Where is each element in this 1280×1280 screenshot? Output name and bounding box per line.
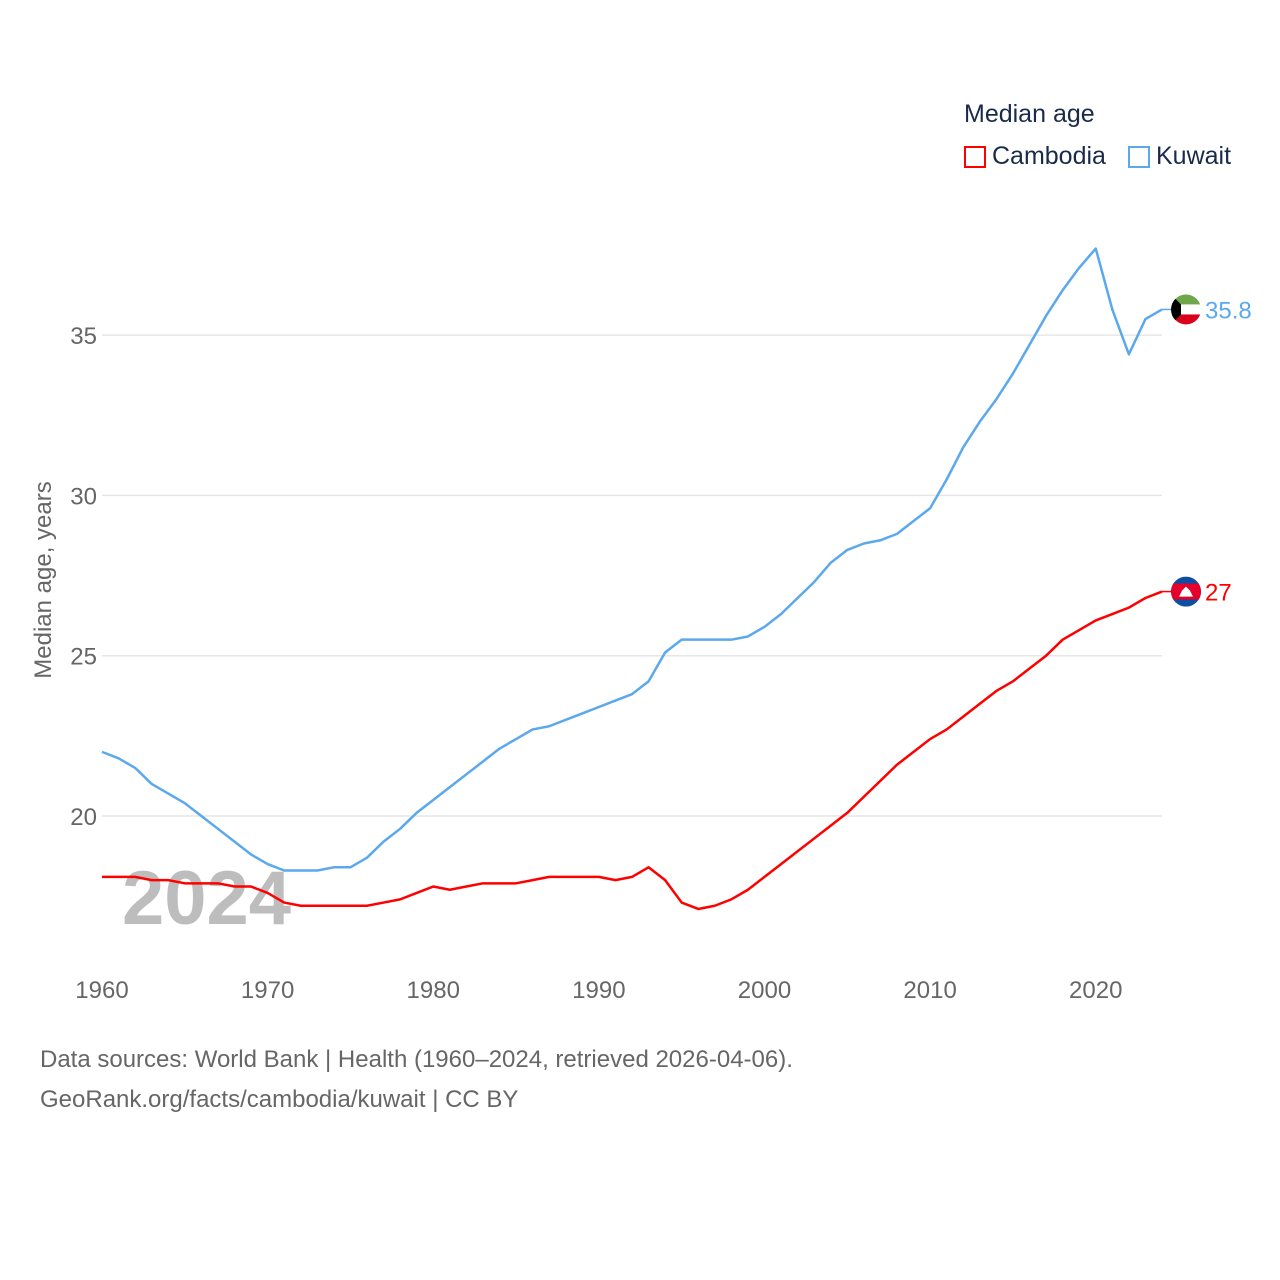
- legend-label-cambodia: Cambodia: [992, 142, 1106, 170]
- flag-icon-cambodia: [1171, 576, 1201, 607]
- x-tick-label: 2010: [903, 977, 956, 1004]
- legend-item-kuwait[interactable]: Kuwait: [1128, 142, 1231, 171]
- footer-link[interactable]: GeoRank.org/facts/cambodia/kuwait | CC B…: [40, 1086, 519, 1113]
- legend-swatch-cambodia: [964, 145, 986, 168]
- series-line-kuwait: [101, 247, 1163, 872]
- legend-label-kuwait: Kuwait: [1156, 142, 1232, 170]
- x-tick-label: 2020: [1069, 977, 1122, 1004]
- series-line-cambodia: [102, 590, 1163, 911]
- footer-sources: Data sources: World Bank | Health (1960–…: [40, 1046, 793, 1073]
- y-tick-label: 35: [70, 323, 97, 350]
- x-tick-label: 1990: [572, 977, 625, 1004]
- legend-swatch-kuwait: [1128, 145, 1150, 168]
- x-tick-label: 2000: [738, 977, 791, 1004]
- legend-item-cambodia[interactable]: Cambodia: [964, 142, 1106, 171]
- end-label-kuwait: 35.8: [1205, 297, 1252, 324]
- y-axis-label: Median age, years: [30, 481, 57, 678]
- y-tick-label: 25: [70, 644, 97, 671]
- legend-title: Median age: [964, 100, 1095, 128]
- x-tick-label: 1960: [75, 977, 128, 1004]
- y-tick-label: 30: [70, 483, 97, 510]
- y-tick-label: 20: [70, 804, 97, 831]
- end-label-cambodia: 27: [1205, 580, 1232, 607]
- x-tick-label: 1980: [407, 977, 460, 1004]
- x-tick-label: 1970: [241, 977, 294, 1004]
- flag-icon-kuwait: [1171, 294, 1201, 325]
- year-watermark: 2024: [122, 856, 291, 941]
